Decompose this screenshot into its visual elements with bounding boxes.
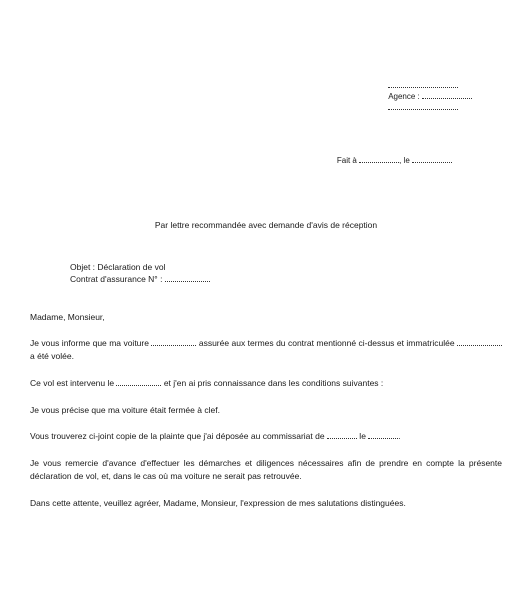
paragraph-5: Je vous remercie d'avance d'effectuer le… (30, 457, 502, 483)
paragraph-4: Vous trouverez ci-joint copie de la plai… (30, 430, 502, 443)
agence-label: Agence : (388, 92, 422, 101)
recipient-block: Agence : (388, 80, 472, 114)
paragraph-3: Je vous précise que ma voiture était fer… (30, 404, 502, 417)
object-line2: Contrat d'assurance N° : (70, 274, 502, 286)
registered-line: Par lettre recommandée avec demande d'av… (30, 220, 502, 232)
date-line: Fait à , le (337, 155, 452, 166)
salutation: Madame, Monsieur, (30, 311, 502, 324)
letter-body: Par lettre recommandée avec demande d'av… (30, 220, 502, 509)
paragraph-1: Je vous informe que ma voiture assurée a… (30, 337, 502, 363)
paragraph-6: Dans cette attente, veuillez agréer, Mad… (30, 497, 502, 510)
paragraph-2: Ce vol est intervenu le et j'en ai pris … (30, 377, 502, 390)
object-line1: Objet : Déclaration de vol (70, 262, 502, 274)
object-block: Objet : Déclaration de vol Contrat d'ass… (70, 262, 502, 286)
